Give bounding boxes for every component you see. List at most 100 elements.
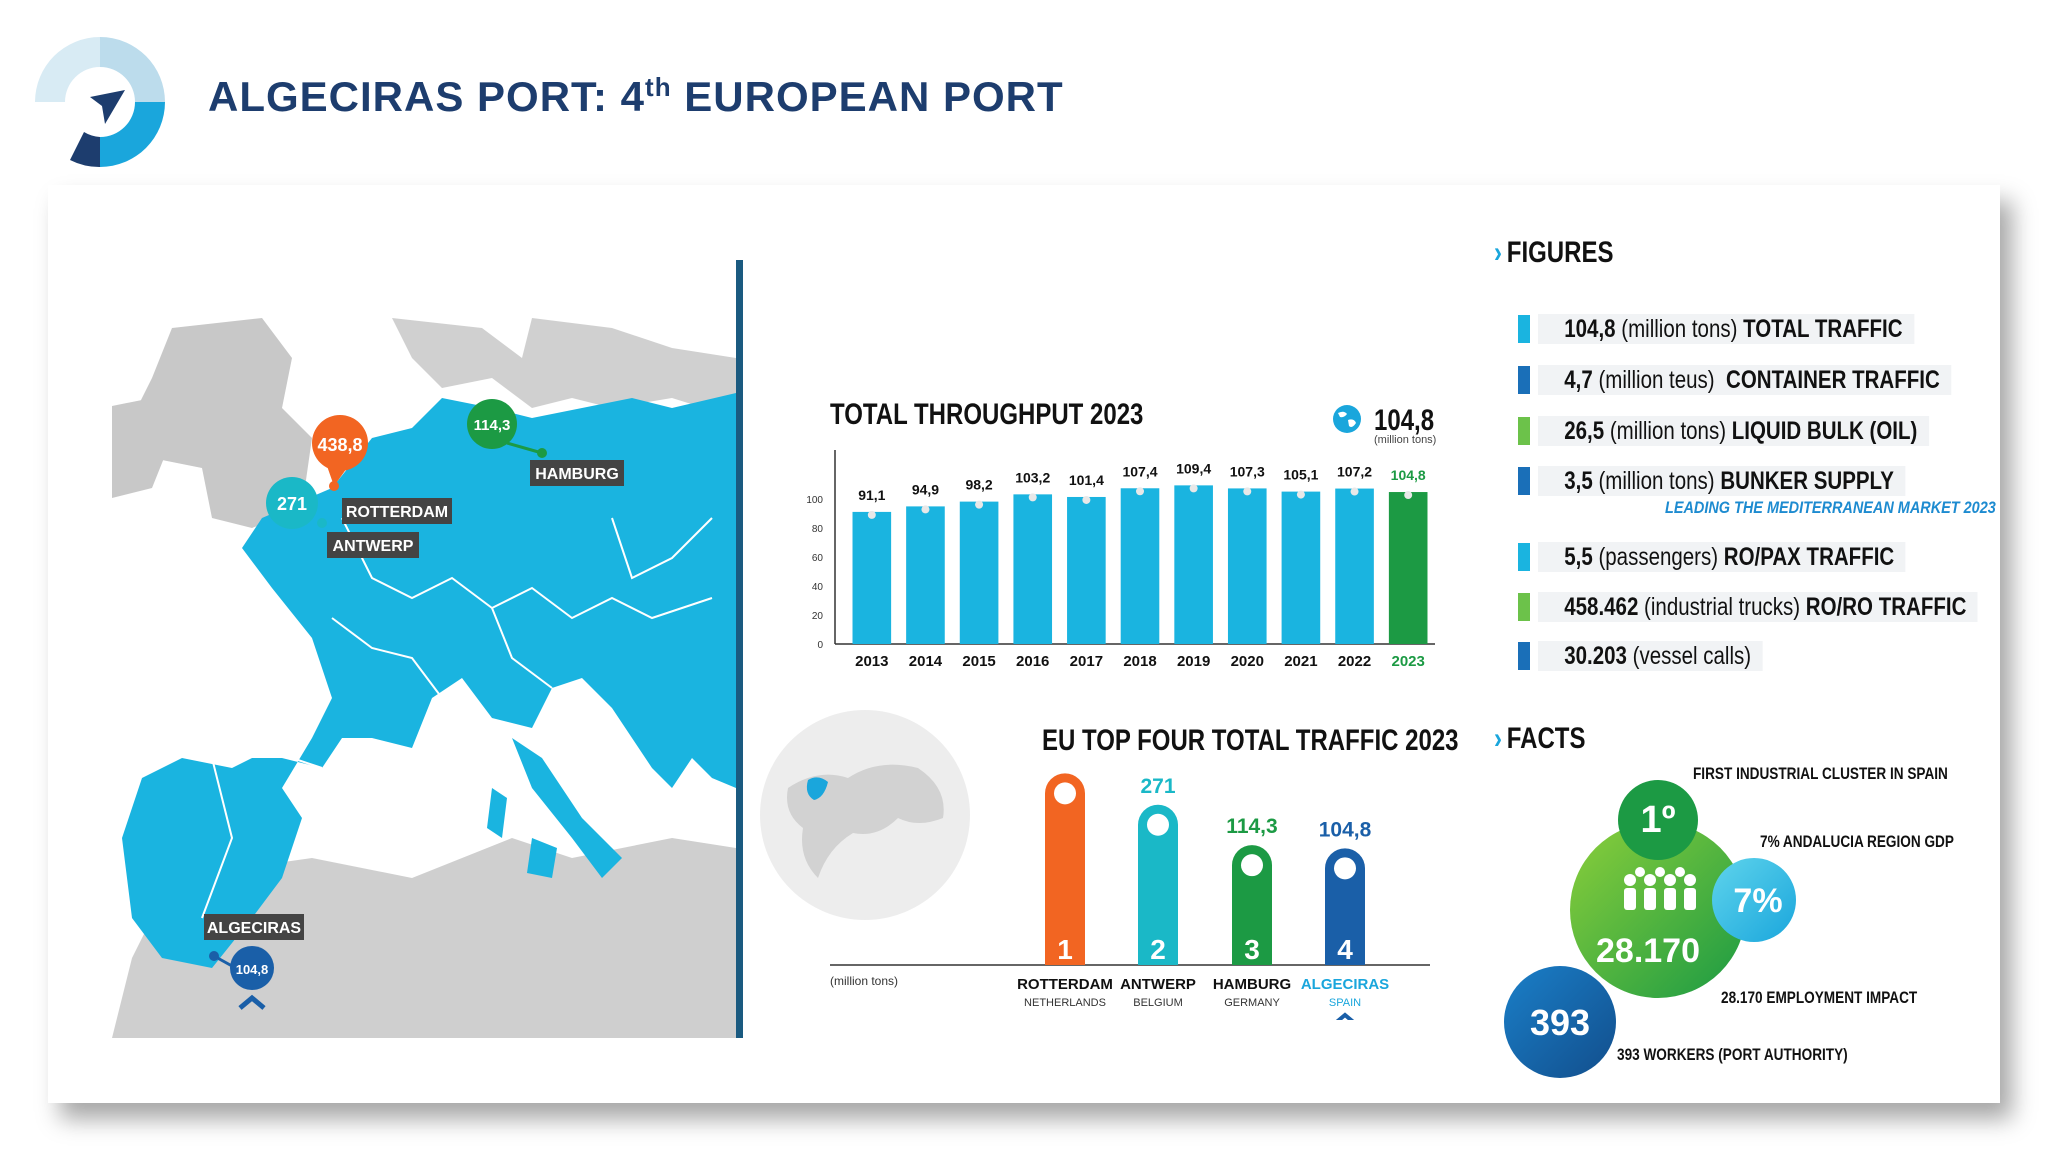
gdp-circle	[1712, 858, 1796, 942]
bar-marker	[1350, 487, 1359, 496]
y-tick-label: 100	[806, 495, 823, 506]
category-label: 2013	[855, 653, 888, 670]
bar-2014	[906, 506, 945, 644]
figure-color-bar	[1518, 642, 1530, 670]
europe-map: 438,8 ROTTERDAM 271 ANTWERP 114,3 HAMBUR…	[112, 318, 736, 1038]
y-tick-label: 40	[812, 582, 824, 593]
facts-heading: › FACTS	[1494, 722, 1586, 755]
bar-hamburg	[1232, 845, 1272, 965]
bar-marker	[1296, 490, 1305, 499]
eu-top-four-chart: 1438,8ROTTERDAMNETHERLANDS2271ANTWERPBEL…	[830, 773, 1430, 1020]
bar-2022	[1335, 488, 1374, 644]
throughput-chart: 0 20 40 60 80 100 91,1 2013 94,9 2014 98,2 2015 103,…	[806, 450, 1435, 670]
category-label: ANTWERP	[1120, 976, 1196, 993]
bar-2019	[1174, 485, 1213, 644]
figure-unit: (million tons)	[1615, 315, 1744, 343]
bar-algeciras	[1325, 848, 1365, 965]
employment-circle	[1570, 822, 1746, 998]
bar-base	[1232, 945, 1272, 965]
figure-unit: (million tons)	[1592, 467, 1721, 495]
figures-heading: › FIGURES	[1494, 236, 1614, 269]
workers-value: 393	[1530, 1002, 1590, 1043]
country-label: SPAIN	[1329, 997, 1361, 1009]
value-label: 94,9	[912, 481, 939, 497]
figures-note: LEADING THE MEDITERRANEAN MARKET 2023	[1665, 498, 1996, 517]
category-label: 2019	[1177, 653, 1210, 670]
bar-2018	[1120, 488, 1160, 644]
bar-antwerp	[1138, 804, 1178, 965]
figure-label: RO/RO TRAFFIC	[1805, 593, 1967, 621]
bar-marker	[1028, 493, 1037, 502]
value-label: 91,1	[858, 487, 885, 503]
figure-value: 26,5	[1564, 417, 1605, 445]
y-tick-label: 0	[817, 640, 823, 651]
figure-row: 4,7 (million teus) CONTAINER TRAFFIC	[1518, 365, 2042, 395]
world-globe-icon	[760, 710, 970, 920]
throughput-title: TOTAL THROUGHPUT 2023	[830, 398, 1144, 431]
y-tick-label: 20	[812, 611, 824, 622]
svg-text:271: 271	[277, 494, 307, 514]
figure-color-bar	[1518, 315, 1530, 343]
figure-text: 104,8 (million tons) TOTAL TRAFFIC	[1538, 314, 1915, 344]
algeciras-marker: ALGECIRAS 104,8	[204, 914, 304, 1010]
figure-text: 5,5 (passengers) RO/PAX TRAFFIC	[1538, 542, 1906, 572]
figure-unit: (million tons)	[1604, 417, 1732, 445]
category-label: 2015	[962, 653, 995, 670]
globe-icon	[1333, 405, 1361, 433]
figure-label: RO/PAX TRAFFIC	[1723, 543, 1895, 571]
y-tick-label: 60	[812, 553, 824, 564]
country-label: BELGIUM	[1133, 997, 1183, 1009]
facts-graphic: 1º 7% 28.170 393	[1504, 780, 1796, 1078]
rank-label: 3	[1244, 934, 1260, 965]
figure-value: 104,8	[1564, 315, 1616, 343]
figure-value: 3,5	[1564, 467, 1593, 495]
bar-base	[1325, 945, 1365, 965]
country-label: NETHERLANDS	[1024, 997, 1106, 1009]
figure-unit: (vessel calls)	[1626, 642, 1752, 670]
figure-unit: (million teus)	[1592, 366, 1727, 394]
first-cluster-circle	[1618, 780, 1698, 860]
bar-2021	[1281, 491, 1321, 644]
category-label: 2016	[1016, 653, 1049, 670]
category-label: ALGECIRAS	[1301, 976, 1389, 993]
bar-base	[1138, 945, 1178, 965]
figure-color-bar	[1518, 543, 1530, 571]
throughput-total: 104,8	[1374, 404, 1435, 437]
figure-value: 458.462	[1564, 593, 1639, 621]
chevron-right-icon: ›	[1494, 236, 1502, 269]
category-label: 2020	[1231, 653, 1264, 670]
y-tick-label: 80	[812, 524, 824, 535]
figure-label: TOTAL TRAFFIC	[1743, 315, 1903, 343]
fact-label-percent: 7% ANDALUCIA REGION GDP	[1760, 832, 1954, 851]
category-label: 2022	[1338, 653, 1371, 670]
svg-text:114,3: 114,3	[474, 417, 511, 434]
figure-color-bar	[1518, 417, 1530, 445]
bar-marker	[1147, 813, 1169, 836]
figure-row: 5,5 (passengers) RO/PAX TRAFFIC	[1518, 542, 1986, 572]
category-label: 2014	[909, 653, 943, 670]
bar-marker	[1334, 857, 1356, 880]
figure-label: CONTAINER TRAFFIC	[1726, 366, 1940, 394]
bar-2020	[1227, 488, 1267, 644]
figure-text: 458.462 (industrial trucks) RO/RO TRAFFI…	[1538, 592, 1978, 622]
svg-text:438,8: 438,8	[317, 435, 362, 455]
fact-label-employment: 28.170 EMPLOYMENT IMPACT	[1721, 988, 1918, 1007]
rotterdam-marker: 438,8 ROTTERDAM	[312, 415, 452, 524]
rank-label: 4	[1337, 934, 1353, 965]
figure-value: 5,5	[1564, 543, 1593, 571]
rank-label: 1	[1057, 934, 1073, 965]
svg-text:ALGECIRAS: ALGECIRAS	[207, 920, 302, 937]
gdp-value: 7%	[1733, 882, 1782, 920]
employment-value: 28.170	[1596, 932, 1700, 970]
bar-rotterdam	[1045, 773, 1085, 965]
section-divider	[736, 260, 743, 1038]
bar-marker	[1136, 487, 1144, 496]
bar-2017	[1067, 496, 1106, 644]
value-label: 105,1	[1283, 467, 1318, 483]
bar-marker	[975, 500, 984, 509]
svg-text:ANTWERP: ANTWERP	[333, 538, 414, 555]
figure-label: BUNKER SUPPLY	[1720, 467, 1894, 495]
bar-2023	[1388, 492, 1428, 644]
category-label: HAMBURG	[1213, 976, 1291, 993]
bar-2013	[852, 511, 892, 644]
